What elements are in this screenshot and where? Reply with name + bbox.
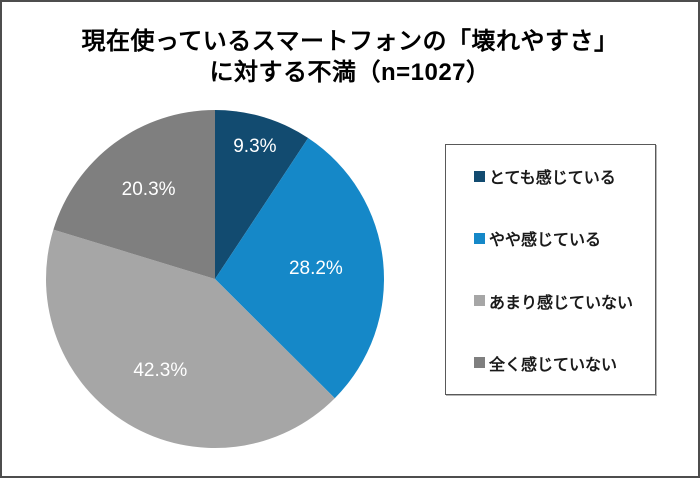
legend-label: あまり感じていない xyxy=(489,294,634,312)
pie-slice-3 xyxy=(46,229,335,448)
legend-swatch-icon xyxy=(474,357,485,369)
legend-label: やや感じている xyxy=(489,232,602,250)
legend-label: 全く感じていない xyxy=(489,356,618,374)
chart-title: 現在使っているスマートフォンの「壊れやすさ」 に対する不満（n=1027） xyxy=(2,26,698,88)
chart-title-line2: に対する不満（n=1027） xyxy=(209,59,491,86)
pie-slice-value-label-2: 28.2% xyxy=(289,258,343,279)
pie-slice-value-label-3: 42.3% xyxy=(133,360,187,381)
pie-slice-2 xyxy=(215,137,384,399)
legend-swatch-icon xyxy=(474,295,485,307)
chart-title-line1: 現在使っているスマートフォンの「壊れやすさ」 xyxy=(81,28,619,55)
legend-item-3: あまり感じていない xyxy=(474,289,655,313)
legend-label: とても感じている xyxy=(489,170,616,188)
pie-slice-value-label-1: 9.3% xyxy=(233,136,276,157)
pie-slice-4 xyxy=(53,110,215,279)
legend-swatch-icon xyxy=(474,232,485,244)
legend-item-1: とても感じている xyxy=(474,164,655,188)
pie-slice-1 xyxy=(215,110,309,279)
legend-item-4: 全く感じていない xyxy=(474,351,655,375)
legend-item-2: やや感じている xyxy=(474,226,655,250)
legend-swatch-icon xyxy=(474,170,485,182)
pie-slice-value-label-4: 20.3% xyxy=(122,179,176,200)
legend-box: とても感じている やや感じているあまり感じていない 全く感じていない xyxy=(445,144,656,395)
